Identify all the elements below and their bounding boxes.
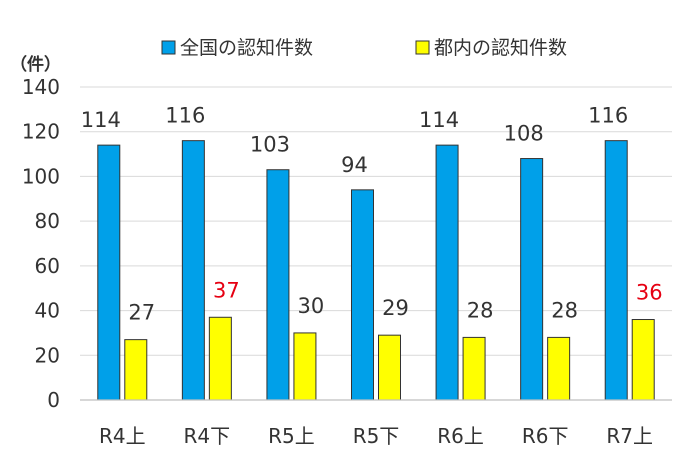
data-label-national: 116 <box>588 104 628 128</box>
bar-tokyo <box>631 319 655 401</box>
x-tick-label: R4下 <box>184 424 231 448</box>
legend-swatch-national <box>161 40 176 55</box>
bar-tokyo <box>208 316 232 401</box>
y-tick-label: 120 <box>22 120 60 144</box>
y-tick-label: 20 <box>35 343 60 367</box>
y-tick-label: 140 <box>22 75 60 99</box>
bar-national <box>97 144 121 401</box>
bar-national <box>266 169 290 401</box>
bar-tokyo <box>378 334 401 401</box>
x-tick-label: R4上 <box>99 424 146 448</box>
bar-tokyo <box>547 336 571 401</box>
gridlines <box>80 86 672 356</box>
legend-swatch-tokyo <box>415 40 430 55</box>
bar-tokyo <box>124 339 148 401</box>
data-label-national: 94 <box>341 153 368 177</box>
bar-national <box>604 140 628 401</box>
y-axis: （件） 0 20 40 60 80 100 120 140 <box>10 54 61 412</box>
data-label-tokyo: 28 <box>551 298 578 322</box>
bar-tokyo <box>293 332 317 401</box>
x-tick-label: R7上 <box>606 424 653 448</box>
data-label-national: 114 <box>419 108 459 132</box>
y-tick-label: 40 <box>35 299 60 323</box>
bar-tokyo <box>462 336 486 401</box>
y-tick-label: 0 <box>47 388 60 412</box>
data-label-tokyo: 30 <box>298 294 325 318</box>
x-tick-label: R5下 <box>353 424 400 448</box>
y-tick-label: 60 <box>35 254 60 278</box>
data-label-national: 116 <box>165 104 205 128</box>
legend: 全国の認知件数 都内の認知件数 <box>161 37 567 59</box>
legend-label-tokyo: 都内の認知件数 <box>434 37 567 59</box>
x-tick-label: R5上 <box>268 424 315 448</box>
x-tick-label: R6下 <box>522 424 569 448</box>
data-label-tokyo: 36 <box>636 281 663 305</box>
y-axis-unit-label: （件） <box>10 54 61 75</box>
data-label-national: 114 <box>81 108 121 132</box>
data-label-tokyo: 37 <box>213 278 240 302</box>
bar-national <box>181 140 205 401</box>
x-tick-label: R6上 <box>437 424 484 448</box>
y-tick-label: 100 <box>22 164 60 188</box>
bar-national <box>435 144 459 401</box>
data-labels: 114 27 116 37 103 30 94 29 114 28 108 28 116 36 <box>81 104 663 325</box>
data-label-national: 103 <box>250 133 290 157</box>
x-axis: R4上 R4下 R5上 R5下 R6上 R6下 R7上 <box>80 399 672 448</box>
data-label-tokyo: 28 <box>467 298 494 322</box>
data-label-national: 108 <box>504 122 544 146</box>
data-label-tokyo: 29 <box>382 296 409 320</box>
legend-label-national: 全国の認知件数 <box>180 37 313 59</box>
data-label-tokyo: 27 <box>128 301 155 325</box>
bars <box>97 140 655 401</box>
bar-national <box>520 158 544 401</box>
bar-national <box>351 189 374 401</box>
y-tick-label: 80 <box>35 209 60 233</box>
